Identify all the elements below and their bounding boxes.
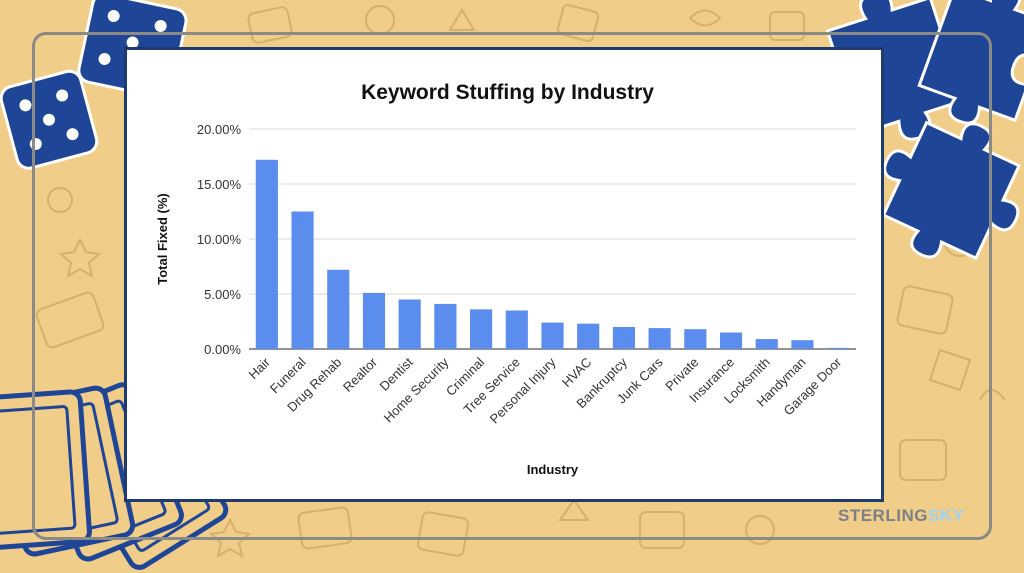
chart-title: Keyword Stuffing by Industry: [361, 81, 654, 104]
sterlingsky-logo: STERLING SKY: [838, 504, 964, 528]
bar: [719, 332, 743, 349]
bar: [612, 327, 635, 349]
y-tick-label: 15.00%: [197, 177, 242, 192]
bar: [791, 340, 814, 349]
chart-panel: Keyword Stuffing by Industry 0.00% 5.00% 10…: [124, 47, 884, 502]
bar: [362, 292, 386, 349]
y-tick-label: 10.00%: [197, 232, 242, 247]
bar: [541, 322, 564, 349]
bar: [255, 159, 278, 349]
bar: [648, 328, 671, 349]
bar: [327, 269, 350, 349]
bar: [291, 211, 314, 349]
x-axis-label: Industry: [527, 462, 579, 477]
bar: [684, 329, 707, 349]
bar: [755, 339, 778, 349]
y-axis-label: Total Fixed (%): [155, 193, 170, 284]
logo-text-sterling: STERLING: [838, 506, 928, 525]
y-tick-label: 0.00%: [204, 342, 241, 357]
bar: [470, 309, 493, 349]
bar: [827, 347, 850, 349]
bar: [398, 299, 421, 349]
x-tick-label: Hair: [246, 354, 274, 382]
logo-text-sky: SKY: [927, 506, 965, 525]
y-tick-label: 20.00%: [197, 122, 242, 137]
x-tick-label: Realtor: [340, 354, 381, 395]
bar: [434, 303, 457, 349]
x-tick-label: Home Security: [381, 354, 452, 425]
decorative-frame: [32, 32, 992, 540]
bar: [577, 323, 600, 349]
bar-chart: Keyword Stuffing by Industry 0.00% 5.00% 10…: [155, 81, 856, 477]
y-tick-label: 5.00%: [204, 287, 241, 302]
bar: [505, 310, 528, 349]
